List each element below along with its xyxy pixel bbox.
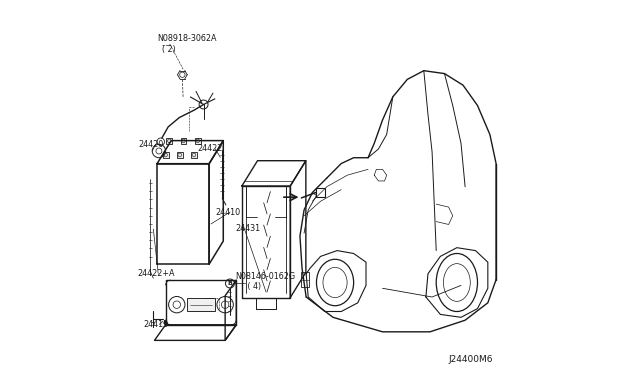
Text: 24431: 24431 bbox=[235, 224, 260, 233]
Text: 24420: 24420 bbox=[139, 140, 164, 149]
Bar bbox=[177, 152, 183, 158]
Circle shape bbox=[164, 321, 167, 324]
Text: N08146-0162G
     ( 4): N08146-0162G ( 4) bbox=[235, 272, 295, 291]
Bar bbox=[180, 138, 186, 144]
Bar bbox=[187, 298, 215, 311]
Text: 24422: 24422 bbox=[197, 144, 223, 153]
Text: 24422+A: 24422+A bbox=[137, 269, 175, 278]
Bar bbox=[163, 152, 168, 158]
Bar bbox=[191, 152, 197, 158]
Text: 24410: 24410 bbox=[216, 208, 241, 217]
Bar bbox=[166, 138, 172, 144]
Bar bbox=[301, 272, 309, 288]
Text: 24415: 24415 bbox=[143, 320, 168, 329]
Bar bbox=[195, 138, 200, 144]
Text: J24400M6: J24400M6 bbox=[449, 355, 493, 364]
Text: N08918-3062A
  ( 2): N08918-3062A ( 2) bbox=[157, 34, 216, 54]
Bar bbox=[316, 188, 325, 198]
Text: B: B bbox=[228, 281, 232, 286]
